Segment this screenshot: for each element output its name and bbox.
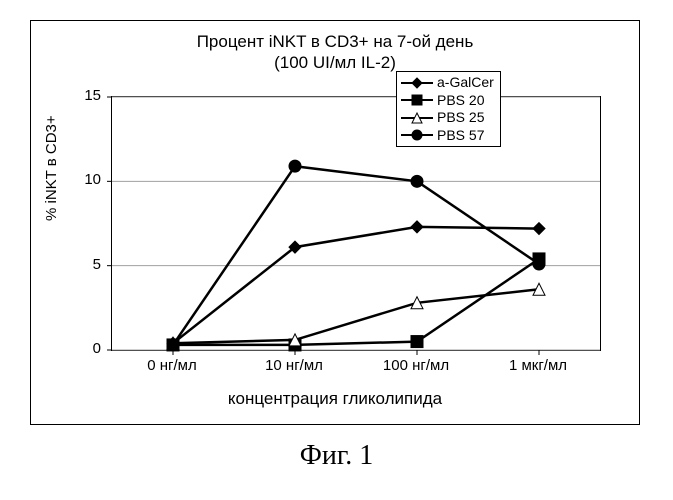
legend-item: PBS 25 [401,109,494,127]
legend-swatch [401,111,433,125]
title-line2: (100 UI/мл IL-2) [274,53,396,72]
y-tick-label: 0 [71,340,101,357]
legend-swatch [401,93,433,107]
legend-label: a-GalCer [437,74,494,92]
chart-title: Процент iNKT в CD3+ на 7-ой день (100 UI… [31,31,639,74]
legend-swatch [401,128,433,142]
legend-label: PBS 20 [437,92,484,110]
chart-panel: Процент iNKT в CD3+ на 7-ой день (100 UI… [30,20,640,425]
legend-item: a-GalCer [401,74,494,92]
y-tick-label: 5 [71,256,101,273]
x-axis-label: концентрация гликолипида [31,389,639,409]
plot-area [111,96,601,351]
legend-item: PBS 20 [401,92,494,110]
legend-label: PBS 57 [437,127,484,145]
y-tick-label: 10 [71,171,101,188]
legend-label: PBS 25 [437,109,484,127]
x-tick-label: 0 нг/мл [147,357,197,374]
y-tick-label: 15 [71,87,101,104]
x-tick-label: 100 нг/мл [383,357,449,374]
legend-item: PBS 57 [401,127,494,145]
title-line1: Процент iNKT в CD3+ на 7-ой день [197,32,474,51]
plot-svg [112,97,600,350]
legend-swatch [401,76,433,90]
x-tick-label: 1 мкг/мл [509,357,567,374]
legend: a-GalCerPBS 20PBS 25PBS 57 [396,71,501,147]
x-tick-label: 10 нг/мл [265,357,323,374]
y-axis-label: % iNKT в CD3+ [43,115,60,221]
figure-caption: Фиг. 1 [0,440,673,472]
